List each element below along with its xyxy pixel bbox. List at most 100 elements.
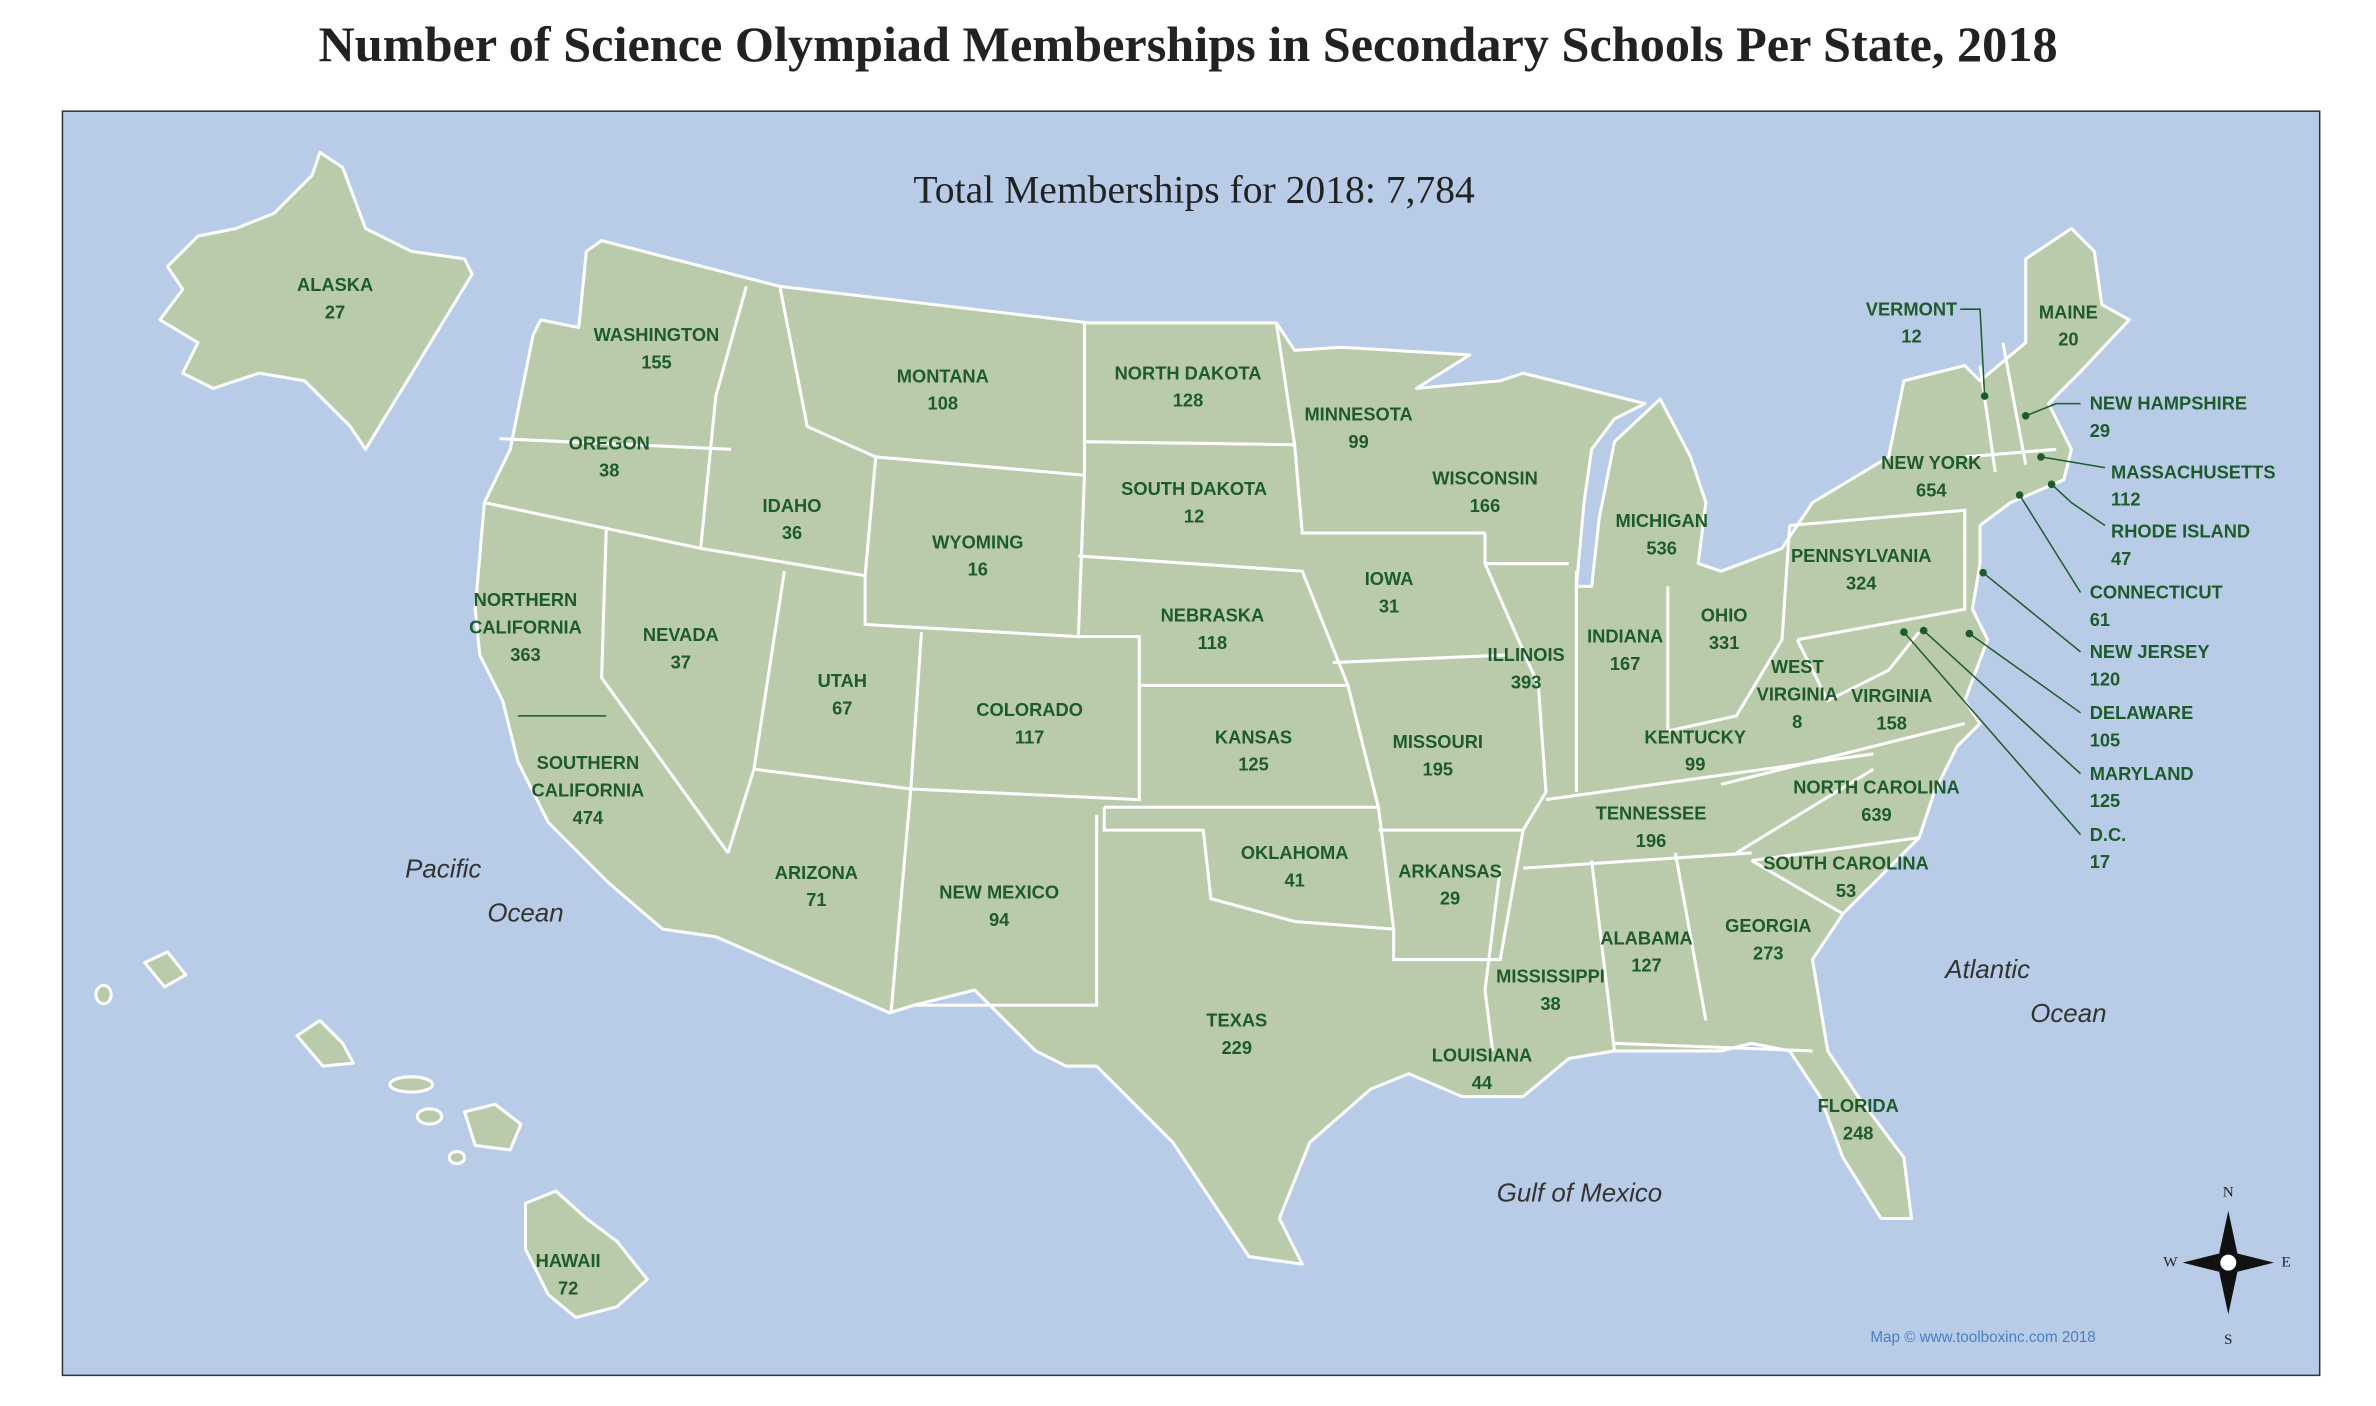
- state-label: WASHINGTON 155: [594, 321, 720, 376]
- state-name: MISSISSIPPI: [1496, 965, 1605, 987]
- state-value: 229: [1221, 1037, 1253, 1059]
- state-name: MASSACHUSETTS: [2111, 461, 2276, 483]
- state-name: OHIO: [1700, 604, 1748, 626]
- state-value: 53: [1835, 880, 1857, 902]
- state-value: 29: [2089, 420, 2111, 442]
- water-label: Atlantic: [1945, 954, 2031, 984]
- state-label: MONTANA 108: [897, 362, 989, 417]
- state-value: 16: [967, 558, 988, 581]
- state-value: 117: [1014, 726, 1045, 748]
- state-label: ARIZONA 71: [775, 859, 858, 914]
- state-name: TEXAS: [1206, 1009, 1268, 1032]
- state-value: 127: [1631, 954, 1662, 977]
- state-value: 654: [1916, 479, 1947, 502]
- state-value: 12: [1901, 325, 1922, 348]
- water-label: Gulf of Mexico: [1496, 1178, 1663, 1208]
- land: [94, 150, 2131, 1320]
- state-value: 639: [1861, 804, 1892, 826]
- state-value: 331: [1708, 632, 1740, 654]
- hawaii-big-island: [523, 1189, 649, 1320]
- state-label: OHIO 331: [1701, 602, 1748, 657]
- state-label: PENNSYLVANIA 324: [1791, 542, 1931, 597]
- state-name: NEVADA: [642, 624, 719, 646]
- state-label: ALABAMA 127: [1600, 925, 1692, 980]
- state-value: 99: [1685, 753, 1706, 776]
- compass-s: S: [2224, 1331, 2233, 1349]
- state-label: D.C. 17: [2090, 821, 2127, 876]
- title: Number of Science Olympiad Memberships i…: [318, 18, 2058, 74]
- state-label: TEXAS 229: [1206, 1007, 1267, 1062]
- leaders: [1903, 308, 2106, 836]
- state-label: UTAH 67: [818, 667, 867, 722]
- state-name: NEW MEXICO: [939, 881, 1060, 904]
- state-value: 38: [1540, 993, 1561, 1015]
- state-name: WASHINGTON: [593, 324, 720, 346]
- state-name: PENNSYLVANIA: [1790, 545, 1932, 567]
- state-value: 167: [1609, 653, 1641, 675]
- state-value: 20: [2058, 328, 2079, 351]
- state-name: IOWA: [1364, 568, 1414, 590]
- state-name: CONNECTICUT: [2089, 581, 2223, 604]
- state-name: FLORIDA: [1817, 1095, 1899, 1117]
- state-value: 248: [1842, 1122, 1874, 1144]
- state-value: 31: [1378, 595, 1400, 617]
- state-value: 37: [670, 651, 691, 674]
- state-value: 27: [324, 301, 346, 323]
- compass-w: W: [2163, 1254, 2178, 1272]
- state-label: COLORADO 117: [976, 696, 1083, 751]
- state-label: IDAHO 36: [763, 492, 822, 547]
- state-name: MONTANA: [896, 365, 989, 387]
- state-value: 324: [1845, 572, 1877, 595]
- state-name: INDIANA: [1587, 625, 1664, 648]
- state-name: DELAWARE: [2089, 702, 2194, 724]
- compass-e: E: [2281, 1254, 2291, 1272]
- state-value: 99: [1348, 431, 1369, 453]
- state-value: 72: [557, 1277, 579, 1300]
- state-label: HAWAII 72: [536, 1247, 601, 1302]
- state-label: DELAWARE 105: [2090, 699, 2194, 754]
- state-label: NORTH DAKOTA 128: [1115, 359, 1262, 414]
- state-name: WEST VIRGINIA: [1756, 656, 1838, 706]
- state-name: WYOMING: [932, 531, 1024, 553]
- state-name: NORTHERN CALIFORNIA: [469, 589, 582, 639]
- state-name: SOUTH DAKOTA: [1121, 478, 1268, 500]
- state-value: 125: [1238, 753, 1269, 776]
- state-label: MICHIGAN 536: [1615, 507, 1707, 562]
- maui: [463, 1102, 523, 1152]
- island: [447, 1149, 467, 1166]
- state-value: 155: [641, 351, 672, 374]
- state-name: OKLAHOMA: [1240, 842, 1349, 864]
- state-label: INDIANA 167: [1587, 623, 1663, 678]
- water-label: Pacific: [405, 854, 482, 884]
- leader-dots: [1900, 392, 2056, 638]
- state-value: 47: [2111, 548, 2132, 570]
- state-name: ARKANSAS: [1398, 860, 1502, 882]
- state-name: ARIZONA: [774, 862, 859, 884]
- state-label: NEVADA 37: [643, 621, 719, 676]
- state-label: FLORIDA 248: [1818, 1092, 1899, 1147]
- state-label: WEST VIRGINIA 8: [1744, 653, 1851, 735]
- alaska: [158, 150, 474, 451]
- contiguous-us: [473, 226, 2131, 1266]
- state-name: WISCONSIN: [1432, 467, 1538, 489]
- state-label: OREGON 38: [569, 430, 650, 485]
- state-label: CONNECTICUT 61: [2090, 579, 2223, 634]
- state-value: 196: [1635, 830, 1667, 852]
- state-value: 393: [1510, 671, 1542, 694]
- state-name: KANSAS: [1214, 726, 1293, 748]
- state-label: NORTHERN CALIFORNIA 363: [457, 586, 594, 668]
- state-value: 94: [988, 909, 1010, 931]
- state-value: 118: [1197, 632, 1228, 654]
- state-borders: [484, 285, 2057, 1053]
- water-label: Ocean: [487, 898, 564, 928]
- state-name: IDAHO: [762, 495, 822, 517]
- state-name: NORTH DAKOTA: [1114, 362, 1262, 384]
- state-label: WISCONSIN 166: [1432, 465, 1538, 520]
- state-label: MAINE 20: [2039, 299, 2098, 354]
- state-name: UTAH: [817, 670, 867, 692]
- state-name: MISSOURI: [1392, 731, 1483, 753]
- state-value: 195: [1422, 758, 1454, 780]
- state-name: ALABAMA: [1600, 927, 1693, 949]
